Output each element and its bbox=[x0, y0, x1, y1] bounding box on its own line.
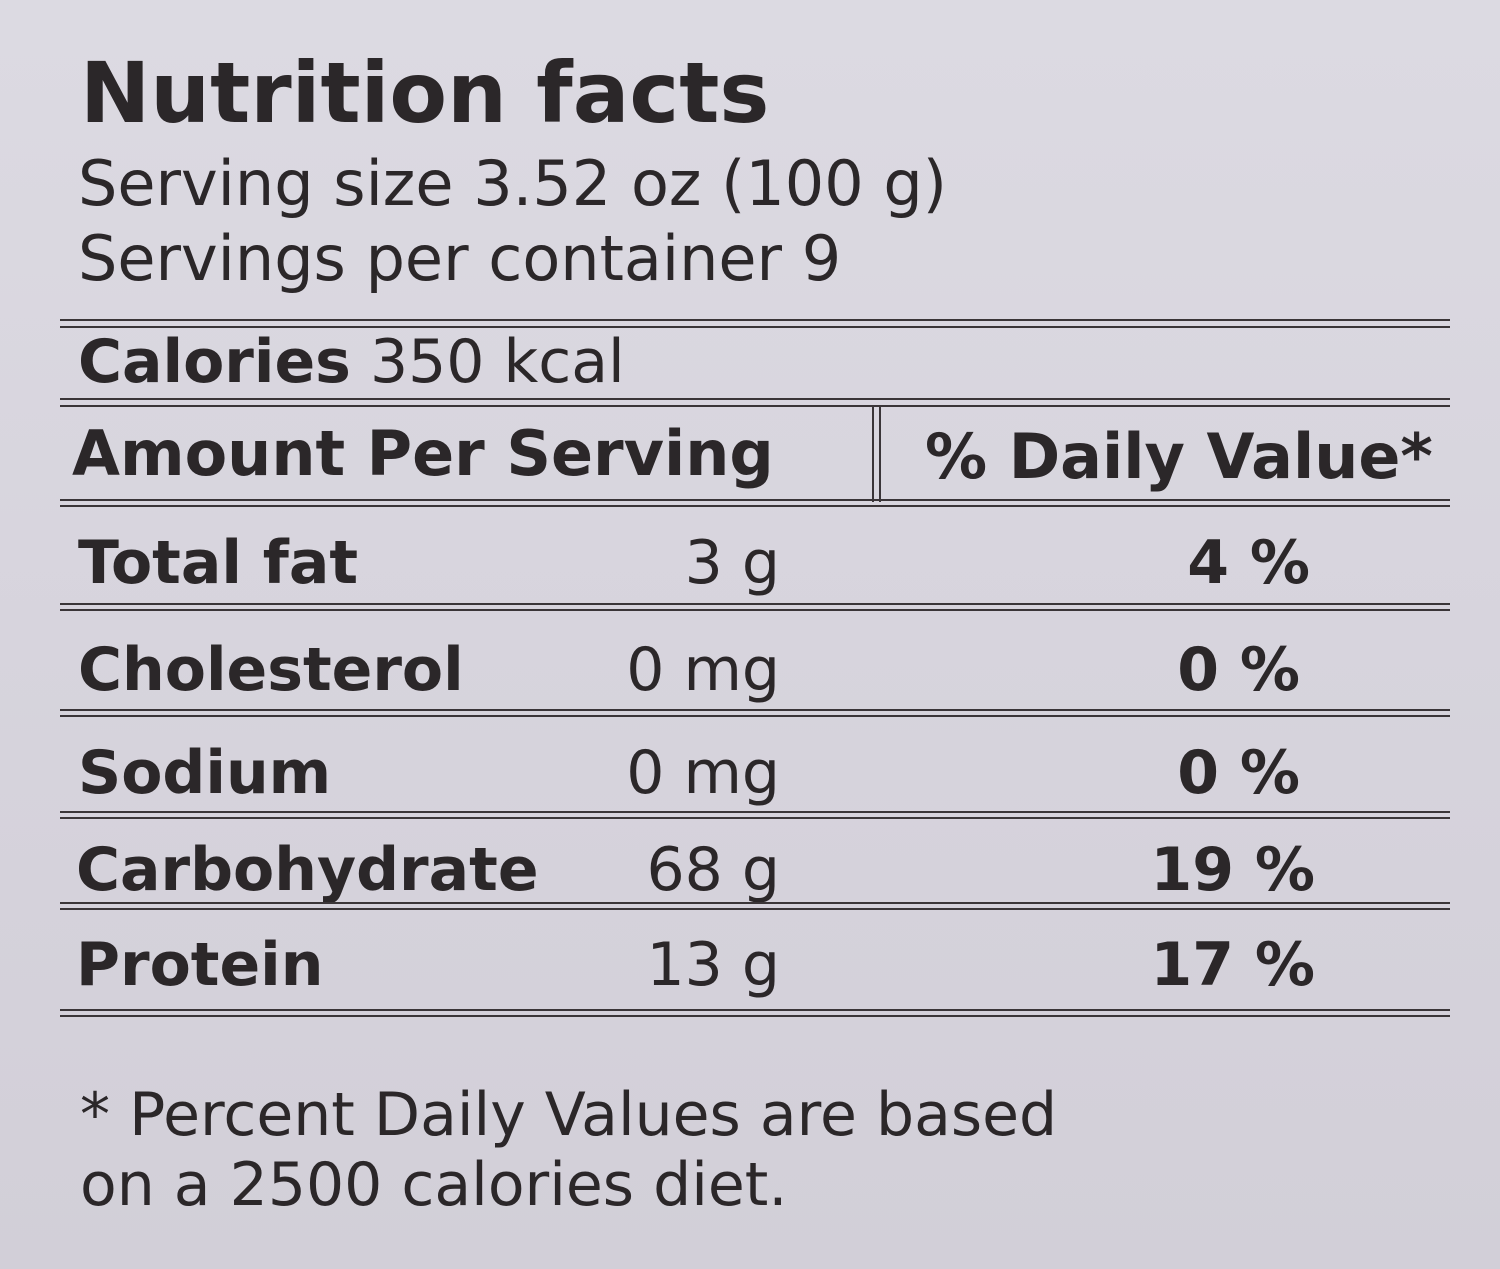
footnote: on a 2500 calories diet. bbox=[80, 1150, 787, 1220]
divider bbox=[60, 603, 1450, 611]
nutrient: Carbohydrate bbox=[76, 835, 539, 905]
divider bbox=[60, 398, 1450, 407]
daily-value: 0 % bbox=[1177, 738, 1300, 808]
daily-value: 4 % bbox=[1187, 528, 1310, 598]
header-daily-value: % Daily Value* bbox=[925, 420, 1433, 493]
servings-per-container: Servings per container 9 bbox=[78, 222, 841, 295]
calories-value: 350 kcal bbox=[370, 327, 625, 397]
nutrient: Total fat bbox=[78, 528, 358, 598]
divider bbox=[60, 1009, 1450, 1017]
daily-value: 0 % bbox=[1177, 635, 1300, 705]
daily-value: 17 % bbox=[1150, 930, 1315, 1000]
amount: 3 g bbox=[685, 528, 780, 598]
nutrient: Cholesterol bbox=[78, 635, 464, 705]
nutrient: Sodium bbox=[78, 738, 331, 808]
serving-size: Serving size 3.52 oz (100 g) bbox=[78, 147, 947, 220]
divider bbox=[60, 319, 1450, 328]
amount: 0 mg bbox=[626, 635, 780, 705]
calories-label: Calories bbox=[78, 327, 351, 397]
nutrient: Protein bbox=[76, 930, 323, 1000]
footnote: * Percent Daily Values are based bbox=[80, 1080, 1057, 1150]
column-divider bbox=[872, 406, 881, 502]
calories: Calories 350 kcal bbox=[78, 327, 625, 397]
amount: 13 g bbox=[646, 930, 780, 1000]
amount: 0 mg bbox=[626, 738, 780, 808]
divider bbox=[60, 499, 1450, 507]
title: Nutrition facts bbox=[80, 44, 769, 142]
daily-value: 19 % bbox=[1150, 835, 1315, 905]
divider bbox=[60, 811, 1450, 819]
divider bbox=[60, 709, 1450, 717]
header-amount: Amount Per Serving bbox=[72, 417, 774, 490]
divider bbox=[60, 902, 1450, 910]
amount: 68 g bbox=[646, 835, 780, 905]
